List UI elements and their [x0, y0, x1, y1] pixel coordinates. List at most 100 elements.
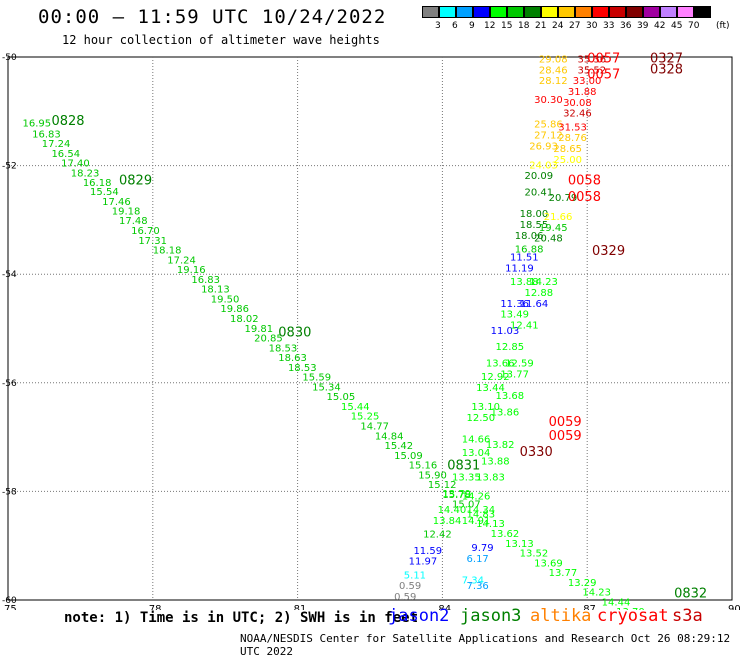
- swh-point: 13.82: [486, 440, 515, 451]
- colorbar-label: 9: [469, 21, 475, 31]
- swh-point: 15.07: [452, 500, 481, 511]
- swh-point: 28.76: [558, 133, 587, 144]
- pass-time-label: 0328: [650, 62, 683, 77]
- pass-time-label: 0058: [568, 190, 601, 205]
- pass-time-label: 0057: [587, 51, 620, 66]
- swh-point: 21.66: [544, 212, 573, 223]
- swh-point: 20.79: [549, 193, 578, 204]
- colorbar-label: 70: [688, 21, 700, 31]
- swh-point: 18.13: [201, 285, 230, 296]
- swh-point: 15.25: [351, 412, 380, 423]
- swh-point: 11.19: [505, 263, 534, 274]
- colorbar-swatch: [694, 6, 711, 18]
- swh-point: 13.88: [510, 277, 539, 288]
- swh-point: 6.17: [467, 554, 489, 565]
- swh-point: 13.86: [491, 407, 520, 418]
- swh-point: 13.66: [486, 359, 515, 370]
- swh-point: 13.13: [505, 539, 534, 550]
- colorbar-swatch: [524, 6, 541, 18]
- swh-point: 19.16: [177, 265, 206, 276]
- swh-point: 14.91: [462, 516, 491, 527]
- colorbar-swatch: [490, 6, 507, 18]
- swh-point: 16.18: [83, 178, 112, 189]
- swh-point: 11.03: [491, 326, 520, 337]
- colorbar-swatch: [422, 6, 439, 18]
- swh-point: 35.36: [578, 54, 607, 65]
- swh-point: 7.36: [467, 581, 489, 592]
- swh-point: 18.06: [515, 231, 544, 242]
- swh-point: 15.54: [90, 187, 119, 198]
- swh-point: 14.44: [602, 597, 631, 608]
- legend-jason3: jason3: [460, 606, 522, 626]
- colorbar-swatch: [592, 6, 609, 18]
- swh-point: 15.44: [341, 402, 370, 413]
- swh-point: 14.66: [462, 435, 491, 446]
- swh-point: 25.86: [534, 120, 563, 131]
- colorbar-label: 39: [637, 21, 649, 31]
- swh-point: 5.11: [404, 570, 426, 581]
- swh-point: 17.40: [61, 159, 90, 170]
- pass-time-label: 0327: [650, 51, 683, 66]
- colorbar-swatch: [473, 6, 490, 18]
- swh-point: 20.09: [524, 171, 553, 182]
- swh-point: 14.77: [360, 421, 389, 432]
- swh-point: 13.62: [491, 529, 520, 540]
- colorbar-swatch: [609, 6, 626, 18]
- swh-point: 16.83: [32, 129, 61, 140]
- swh-point: 15.34: [312, 382, 341, 393]
- colorbar-swatch: [541, 6, 558, 18]
- swh-point: 25.00: [553, 155, 582, 166]
- x-tick-label: 78: [149, 604, 162, 610]
- swh-point: 16.95: [22, 119, 51, 130]
- swh-point: 15.09: [394, 451, 423, 462]
- chart-title: 00:00 – 11:59 UTC 10/24/2022: [38, 6, 387, 28]
- swh-point: 17.31: [138, 236, 167, 247]
- swh-point: 19.18: [112, 206, 141, 217]
- pass-time-label: 0057: [587, 68, 620, 83]
- x-tick-label: 87: [583, 604, 596, 610]
- pass-time-label: 0832: [674, 586, 707, 601]
- pass-time-label: 0329: [592, 244, 625, 259]
- colorbar-swatch: [575, 6, 592, 18]
- colorbar-label: 27: [569, 21, 581, 31]
- swh-point: 15.05: [327, 392, 356, 403]
- swh-point: 13.68: [495, 391, 524, 402]
- swh-point: 17.24: [167, 255, 196, 266]
- swh-point: 18.18: [153, 246, 182, 257]
- swh-point: 28.12: [539, 76, 568, 87]
- colorbar-label: 45: [671, 21, 683, 31]
- swh-point: 11.51: [510, 253, 539, 264]
- legend-altika: altika: [530, 606, 592, 626]
- swh-point: 31.88: [568, 87, 597, 98]
- swh-point: 20.85: [254, 334, 283, 345]
- swh-point: 14.13: [476, 519, 505, 530]
- colorbar-label: 36: [620, 21, 632, 31]
- x-tick-label: 75: [4, 604, 17, 610]
- y-tick-label: -58: [2, 487, 17, 497]
- pass-time-label: 0828: [51, 114, 84, 129]
- swh-point: 7.34: [462, 576, 484, 587]
- swh-point: 15.16: [409, 461, 438, 472]
- swh-point: 9.79: [471, 543, 493, 554]
- chart-subtitle: 12 hour collection of altimeter wave hei…: [62, 33, 380, 47]
- swh-point: 13.49: [500, 310, 529, 321]
- swh-point: 13.88: [481, 456, 510, 467]
- swh-point: 14.23: [529, 277, 558, 288]
- swh-point: 13.70: [616, 607, 645, 610]
- swh-point: 11.36: [500, 299, 529, 310]
- swh-point: 16.88: [515, 244, 544, 255]
- swh-point: 15.59: [302, 373, 331, 384]
- x-tick-label: 81: [294, 604, 307, 610]
- footer-note: note: 1) Time is in UTC; 2) SWH is in fe…: [64, 610, 419, 626]
- y-tick-label: -52: [2, 162, 17, 172]
- swh-point: 18.63: [278, 353, 307, 364]
- swh-point: 12.42: [423, 530, 452, 541]
- colorbar-label: 42: [654, 21, 666, 31]
- swh-point: 14.83: [467, 509, 496, 520]
- swh-point: 13.69: [534, 558, 563, 569]
- y-tick-label: -56: [2, 379, 17, 389]
- y-tick-label: -54: [2, 270, 17, 280]
- swh-point: 16.70: [131, 226, 160, 237]
- pass-time-label: 0059: [549, 429, 582, 444]
- footer-credit: NOAA/NESDIS Center for Satellite Applica…: [240, 632, 731, 658]
